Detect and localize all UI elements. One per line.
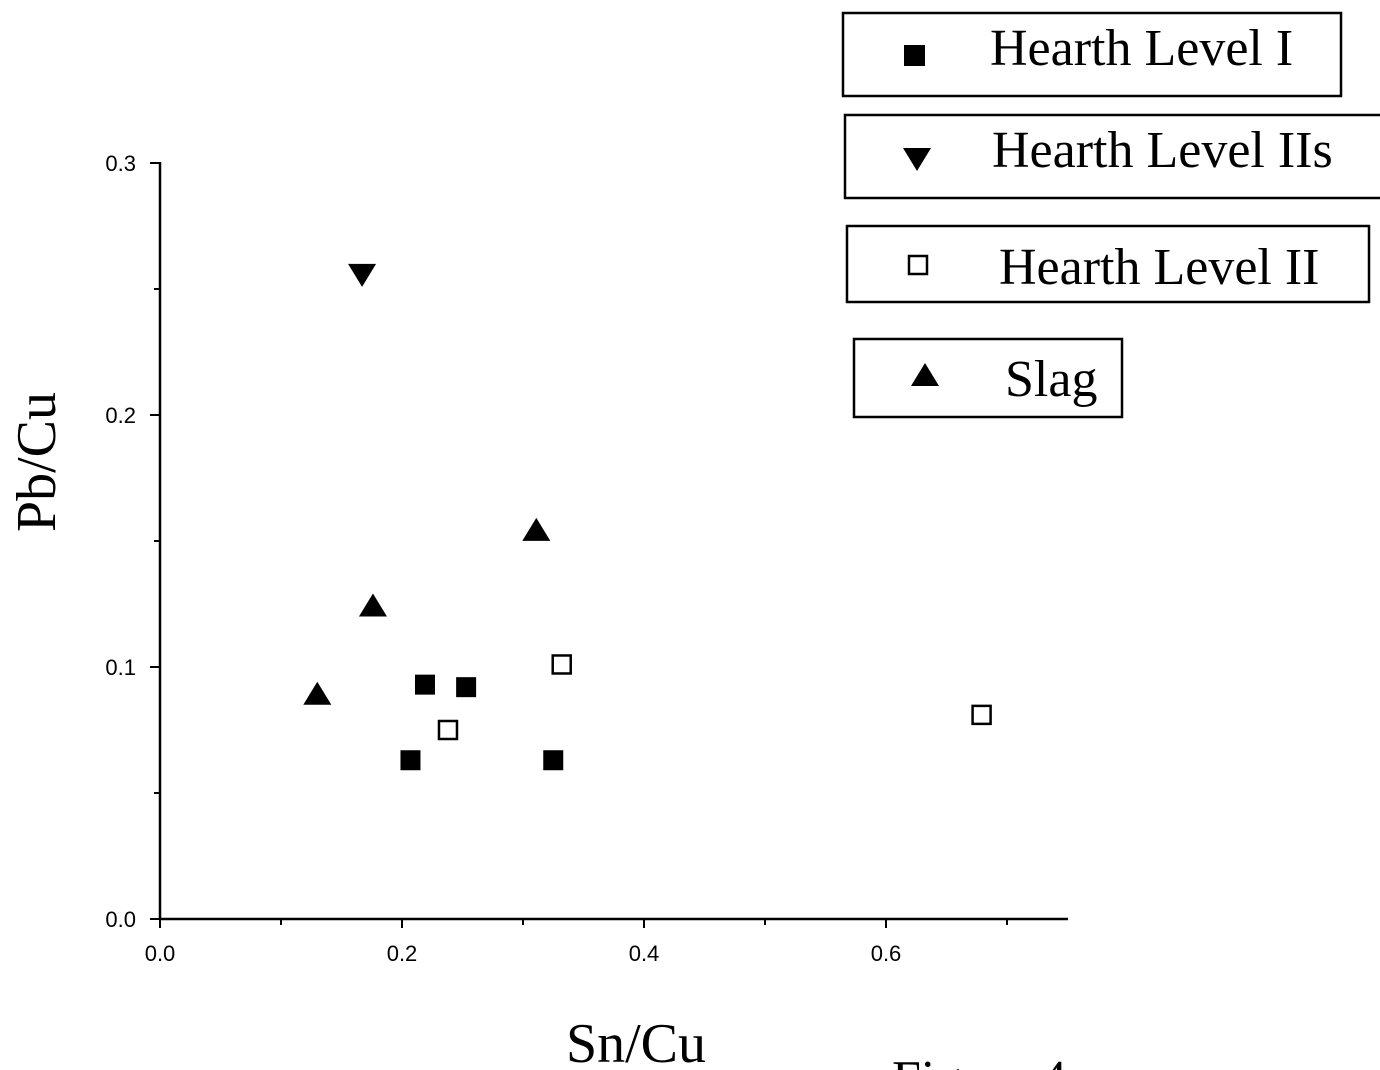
legend-marker-triangle-down <box>903 148 931 171</box>
data-points <box>303 263 992 771</box>
point-open-square-2-1 <box>551 654 572 675</box>
x-tick-label-0: 0.0 <box>145 941 176 966</box>
legend-marker-filled-square <box>904 45 925 66</box>
legend-box-hearth-level-ii <box>845 224 1371 304</box>
point-filled-square-0-0 <box>400 750 421 771</box>
legend-label-hearth-level-i: Hearth Level I <box>990 20 1293 77</box>
y-tick-label-2: 0.2 <box>105 403 136 428</box>
x-tick-label-1: 0.2 <box>387 941 418 966</box>
legend-label-slag: Slag <box>1005 351 1097 408</box>
legend-item-hearth-level-iis: Hearth Level IIs <box>843 113 1380 200</box>
figure-caption: Figure 4 <box>892 1051 1067 1070</box>
y-tick-label-1: 0.1 <box>105 655 136 680</box>
x-tick-label-2: 0.4 <box>629 941 660 966</box>
point-filled-square-0-2 <box>456 677 477 698</box>
point-filled-triangle-up-3-2 <box>522 517 551 541</box>
y-axis-title: Pb/Cu <box>6 392 68 532</box>
legend-marker-triangle-up <box>911 363 939 386</box>
point-filled-square-0-3 <box>543 750 564 771</box>
x-axis-title: Sn/Cu <box>566 1013 706 1070</box>
x-tick-label-3: 0.6 <box>871 941 902 966</box>
y-tick-label-3: 0.3 <box>105 151 136 176</box>
point-open-square-2-2 <box>971 704 992 726</box>
legend-box-hearth-level-iis <box>843 113 1380 200</box>
point-filled-square-0-1 <box>414 674 435 695</box>
point-open-square-2-0 <box>437 719 459 741</box>
legend-marker-open-square <box>907 254 929 276</box>
legend-item-slag: Slag <box>852 337 1124 419</box>
legend-box-hearth-level-i <box>841 11 1343 98</box>
y-tick-label-0: 0.0 <box>105 907 136 932</box>
legend-label-hearth-level-iis: Hearth Level IIs <box>992 122 1333 179</box>
legend-item-hearth-level-ii: Hearth Level II <box>845 224 1371 304</box>
legend-box-slag <box>852 337 1124 419</box>
legend-item-hearth-level-i: Hearth Level I <box>841 11 1343 98</box>
point-filled-triangle-up-3-0 <box>303 681 332 705</box>
point-filled-triangle-down-1-0 <box>348 263 377 287</box>
point-filled-triangle-up-3-1 <box>358 593 387 617</box>
legend-label-hearth-level-ii: Hearth Level II <box>999 239 1319 296</box>
legend: Hearth Level I Hearth Level IIs Hearth L… <box>841 11 1380 419</box>
axis-ticks <box>150 162 1008 928</box>
